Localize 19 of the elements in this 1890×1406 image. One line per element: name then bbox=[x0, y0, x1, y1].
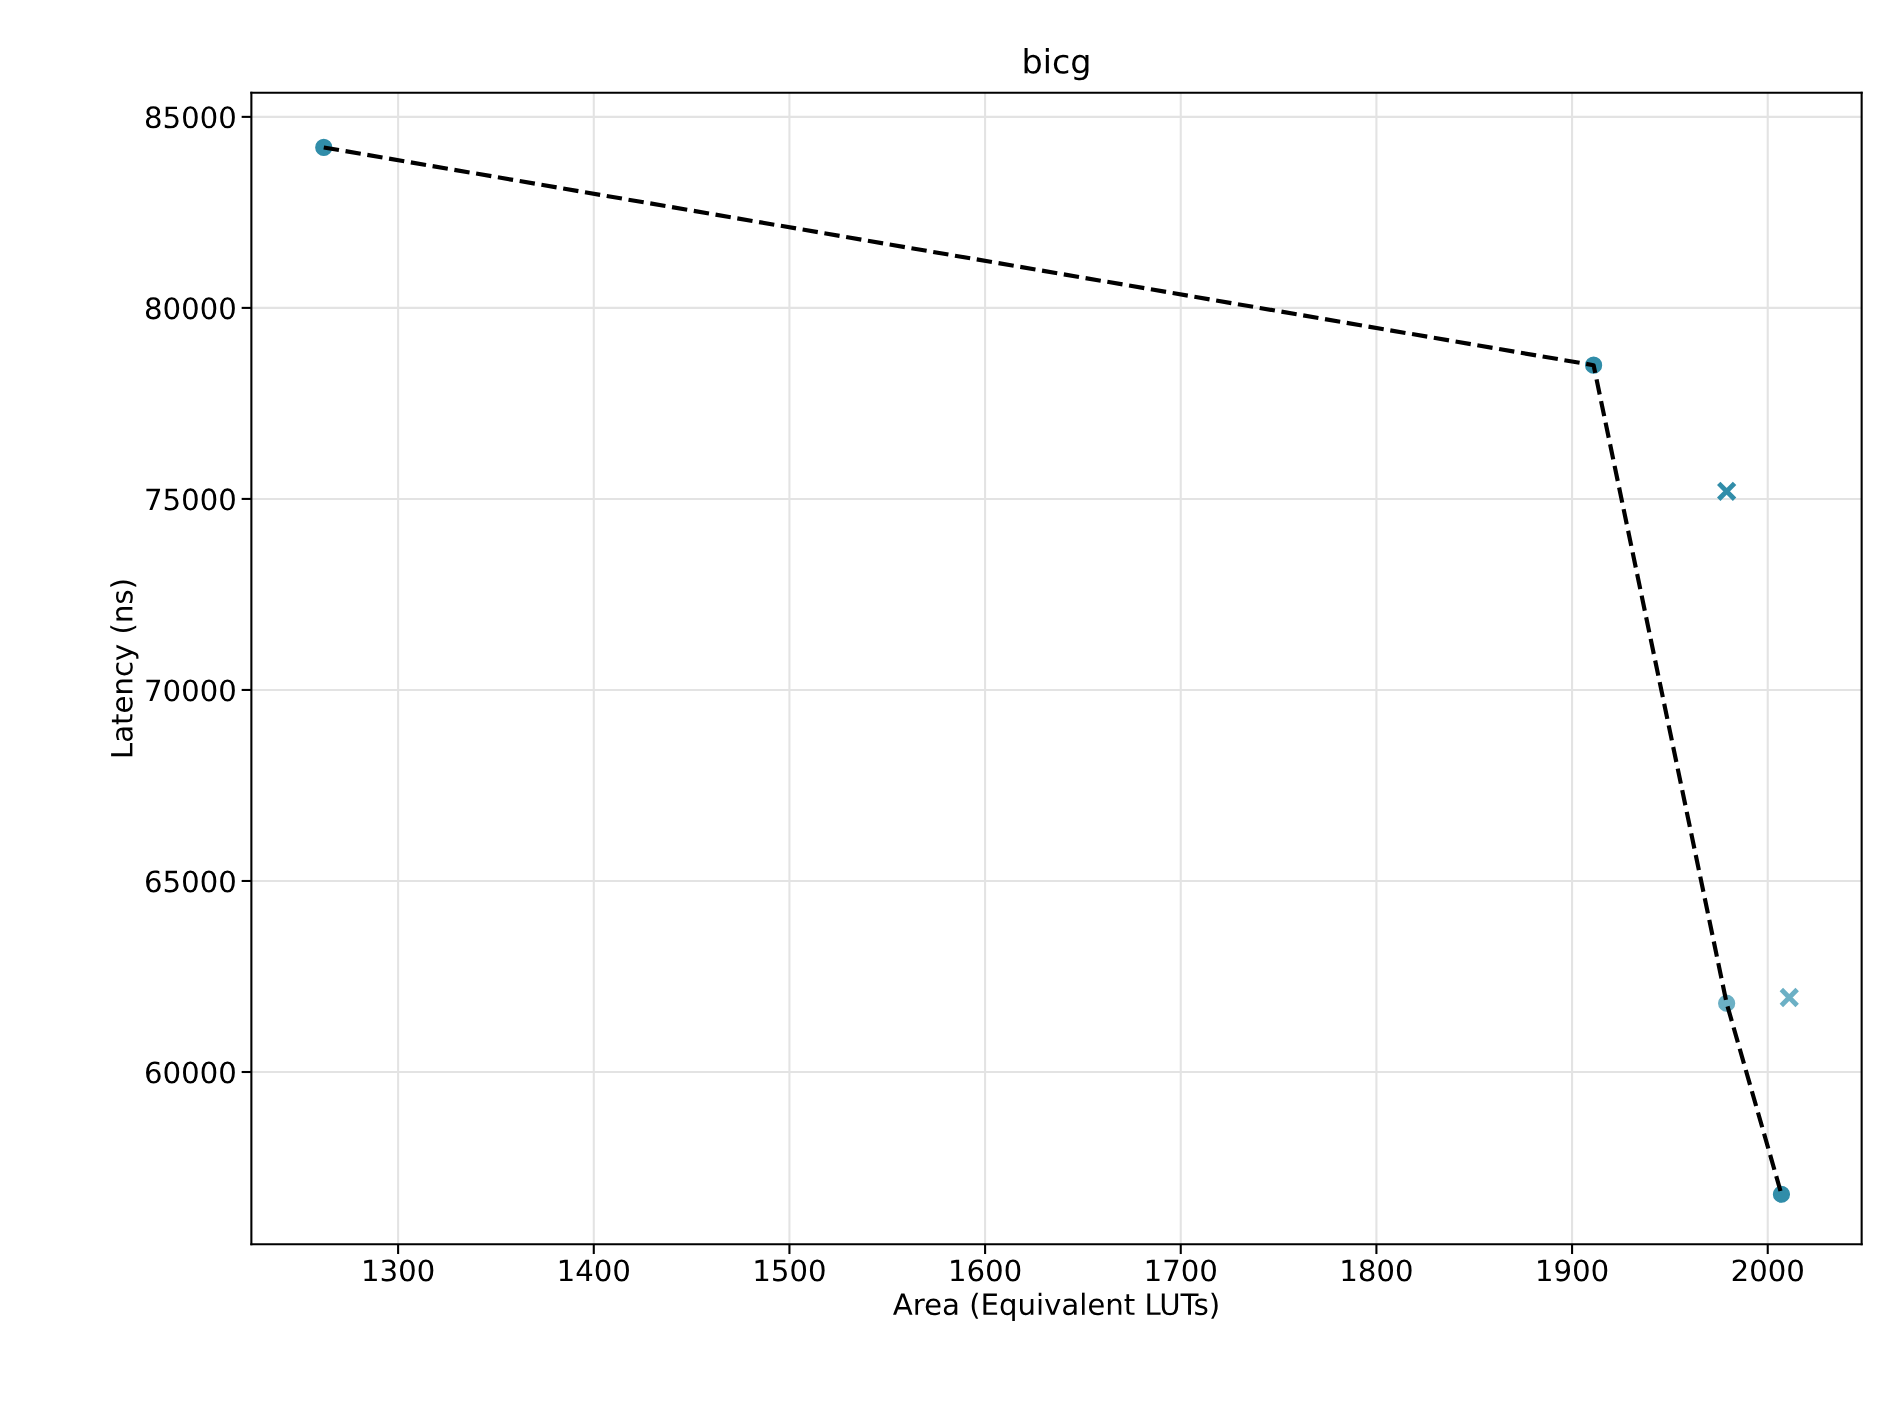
x-tick-label: 1300 bbox=[364, 1259, 434, 1282]
point bbox=[1778, 987, 1800, 1008]
y-tick-label: 75000 bbox=[146, 488, 235, 511]
x-tick-label: 1700 bbox=[1146, 1259, 1216, 1282]
x-tick-label: 1800 bbox=[1342, 1259, 1412, 1282]
point bbox=[1716, 480, 1737, 502]
x-tick-label: 1600 bbox=[951, 1259, 1021, 1282]
x-axis-title: Area (Equivalent LUTs) bbox=[893, 1292, 1218, 1321]
y-tick-label: 65000 bbox=[146, 870, 235, 893]
chart-title: bicg bbox=[1024, 48, 1089, 81]
y-tick-label: 85000 bbox=[145, 106, 235, 129]
x-tick-label: 1900 bbox=[1538, 1259, 1608, 1282]
x-tick-label: 2000 bbox=[1732, 1259, 1803, 1282]
x-tick-label: 1500 bbox=[755, 1259, 825, 1282]
x-tick-label: 1400 bbox=[559, 1259, 629, 1282]
y-tick-label: 70000 bbox=[146, 679, 235, 702]
y-tick-label: 60000 bbox=[146, 1061, 235, 1084]
y-axis-title: Latency (ns) bbox=[110, 580, 139, 757]
y-tick-label: 80000 bbox=[145, 297, 235, 320]
